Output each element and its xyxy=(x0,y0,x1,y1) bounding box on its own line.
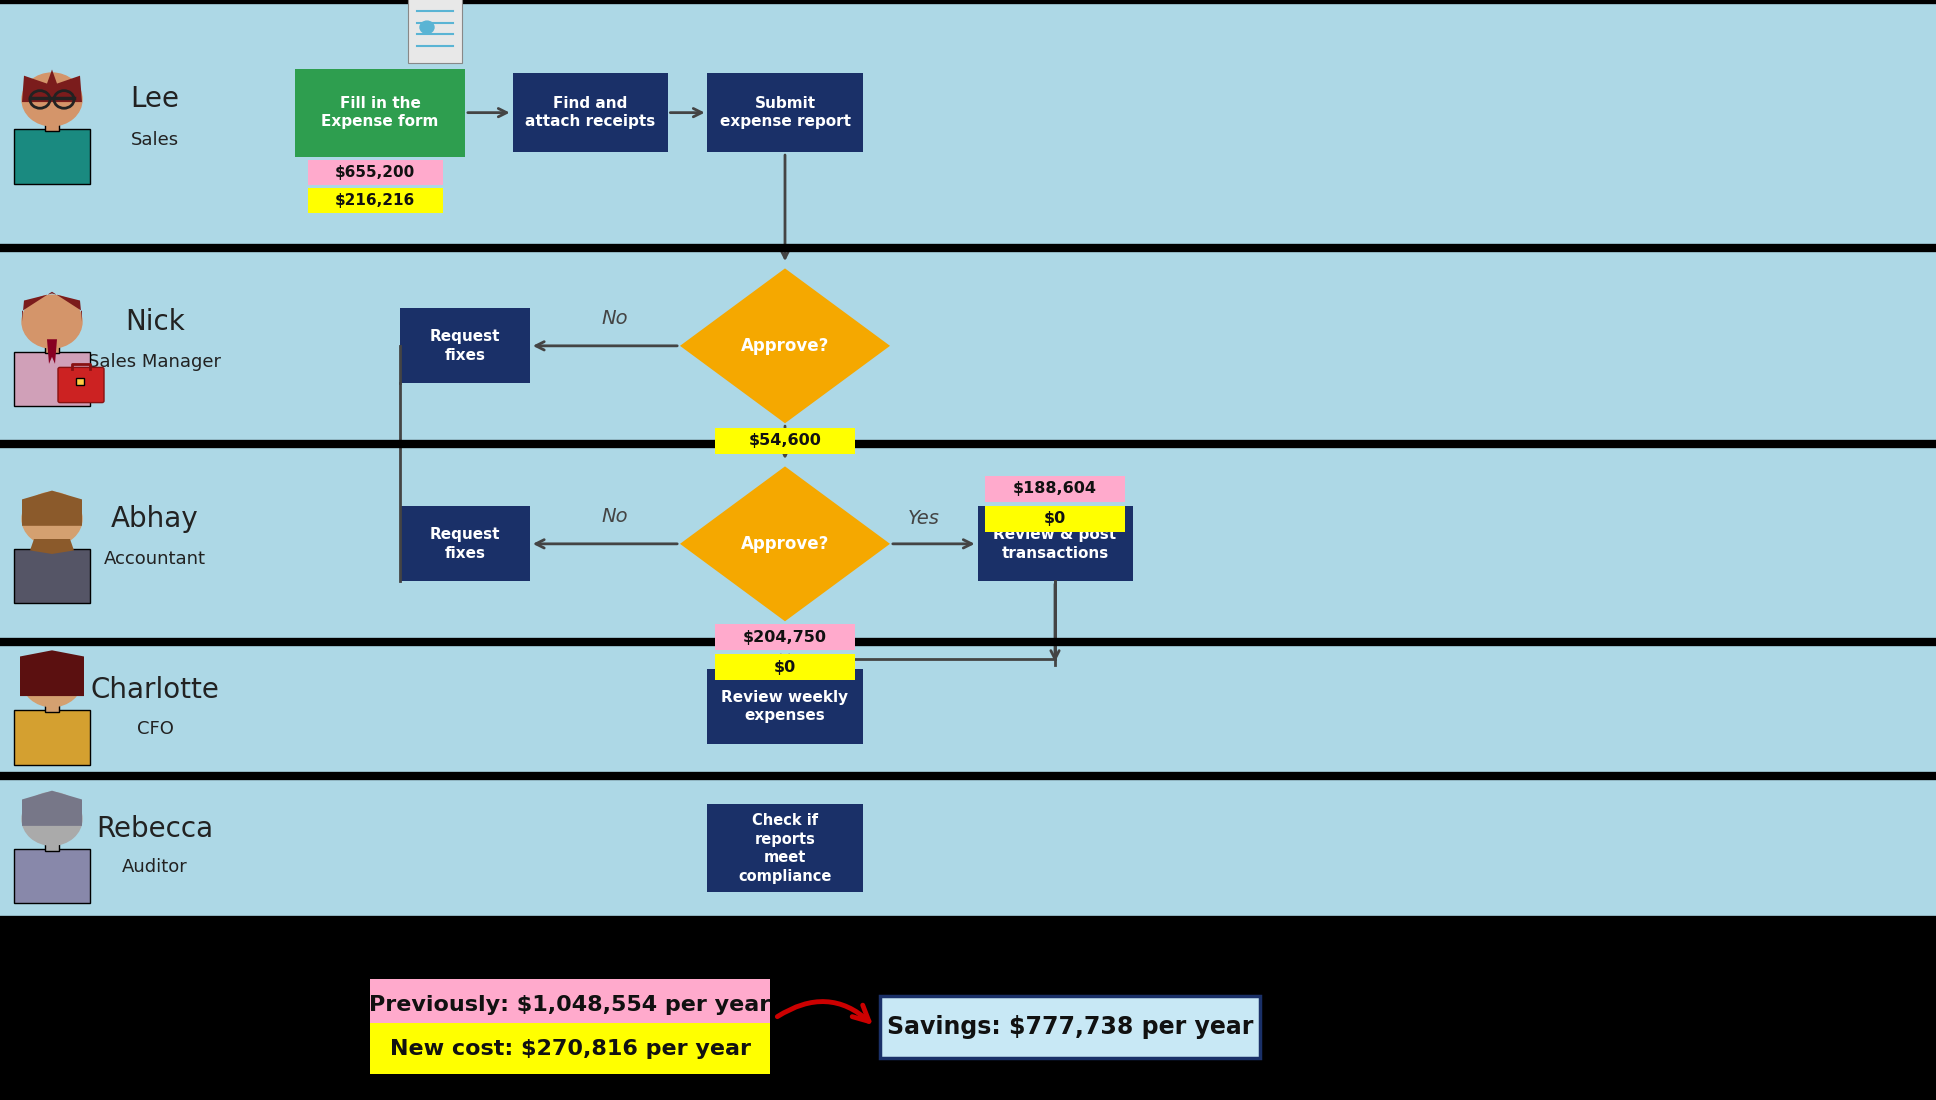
Circle shape xyxy=(21,493,81,546)
FancyBboxPatch shape xyxy=(707,73,863,152)
FancyBboxPatch shape xyxy=(45,338,58,353)
Polygon shape xyxy=(21,791,81,826)
Polygon shape xyxy=(19,650,83,696)
Text: $204,750: $204,750 xyxy=(743,629,827,645)
Text: $0: $0 xyxy=(1044,512,1067,526)
Text: Review weekly
expenses: Review weekly expenses xyxy=(722,690,848,724)
FancyBboxPatch shape xyxy=(408,0,463,63)
FancyBboxPatch shape xyxy=(58,367,105,403)
Polygon shape xyxy=(29,539,74,554)
Circle shape xyxy=(21,653,81,706)
FancyBboxPatch shape xyxy=(985,506,1125,532)
FancyBboxPatch shape xyxy=(45,116,58,131)
Text: Accountant: Accountant xyxy=(105,550,205,569)
FancyBboxPatch shape xyxy=(14,352,89,406)
Text: Abhay: Abhay xyxy=(110,505,199,532)
Polygon shape xyxy=(21,491,81,526)
FancyBboxPatch shape xyxy=(707,669,863,744)
FancyBboxPatch shape xyxy=(294,68,465,156)
Text: Yes: Yes xyxy=(908,509,939,528)
Text: $216,216: $216,216 xyxy=(335,194,414,208)
Bar xyxy=(0,642,1936,777)
FancyBboxPatch shape xyxy=(14,130,89,184)
FancyBboxPatch shape xyxy=(401,506,530,581)
Text: Request
fixes: Request fixes xyxy=(430,527,499,561)
Bar xyxy=(0,777,1936,920)
Circle shape xyxy=(420,21,434,33)
Bar xyxy=(0,920,1936,1100)
FancyBboxPatch shape xyxy=(714,624,856,650)
Text: $54,600: $54,600 xyxy=(749,433,821,449)
FancyBboxPatch shape xyxy=(45,696,58,712)
Text: Nick: Nick xyxy=(126,308,184,336)
FancyBboxPatch shape xyxy=(978,506,1133,581)
Polygon shape xyxy=(21,69,81,102)
FancyBboxPatch shape xyxy=(76,378,83,385)
Text: Savings: $777,738 per year: Savings: $777,738 per year xyxy=(887,1015,1253,1040)
FancyBboxPatch shape xyxy=(45,535,58,550)
Text: Request
fixes: Request fixes xyxy=(430,329,499,363)
FancyBboxPatch shape xyxy=(370,1023,771,1075)
Text: Sales Manager: Sales Manager xyxy=(89,353,221,371)
FancyBboxPatch shape xyxy=(714,428,856,454)
Text: CFO: CFO xyxy=(137,719,174,738)
FancyBboxPatch shape xyxy=(308,188,443,213)
Polygon shape xyxy=(21,292,81,321)
Text: New cost: $270,816 per year: New cost: $270,816 per year xyxy=(389,1040,751,1059)
FancyBboxPatch shape xyxy=(370,979,771,1031)
Text: No: No xyxy=(602,309,629,328)
Text: $0: $0 xyxy=(774,660,796,674)
Circle shape xyxy=(21,73,81,125)
Text: Approve?: Approve? xyxy=(741,337,829,355)
Text: Approve?: Approve? xyxy=(741,535,829,553)
Text: Submit
expense report: Submit expense report xyxy=(720,96,850,130)
FancyBboxPatch shape xyxy=(513,73,668,152)
Polygon shape xyxy=(680,268,891,424)
Polygon shape xyxy=(46,339,56,364)
FancyBboxPatch shape xyxy=(14,849,89,903)
Text: $188,604: $188,604 xyxy=(1013,482,1098,496)
Text: Fill in the
Expense form: Fill in the Expense form xyxy=(321,96,439,130)
Text: Previously: $1,048,554 per year: Previously: $1,048,554 per year xyxy=(370,996,771,1015)
FancyBboxPatch shape xyxy=(14,711,89,764)
Bar xyxy=(0,444,1936,642)
FancyBboxPatch shape xyxy=(707,804,863,892)
FancyBboxPatch shape xyxy=(714,653,856,680)
Bar xyxy=(0,249,1936,444)
FancyBboxPatch shape xyxy=(45,835,58,850)
FancyBboxPatch shape xyxy=(308,161,443,185)
Text: Auditor: Auditor xyxy=(122,858,188,877)
Text: Find and
attach receipts: Find and attach receipts xyxy=(525,96,654,130)
Bar xyxy=(0,0,1936,249)
Text: Sales: Sales xyxy=(132,131,178,149)
Circle shape xyxy=(21,295,81,348)
FancyArrowPatch shape xyxy=(778,1002,869,1022)
FancyBboxPatch shape xyxy=(881,997,1260,1058)
Text: Charlotte: Charlotte xyxy=(91,675,219,704)
Text: $655,200: $655,200 xyxy=(335,165,414,180)
FancyBboxPatch shape xyxy=(401,308,530,383)
Text: Lee: Lee xyxy=(130,86,180,113)
Text: Review & post
transactions: Review & post transactions xyxy=(993,527,1117,561)
Polygon shape xyxy=(680,466,891,622)
Text: Check if
reports
meet
compliance: Check if reports meet compliance xyxy=(738,813,832,883)
Text: Rebecca: Rebecca xyxy=(97,814,213,843)
Circle shape xyxy=(21,792,81,845)
FancyBboxPatch shape xyxy=(985,475,1125,502)
Text: No: No xyxy=(602,507,629,526)
FancyBboxPatch shape xyxy=(14,549,89,603)
